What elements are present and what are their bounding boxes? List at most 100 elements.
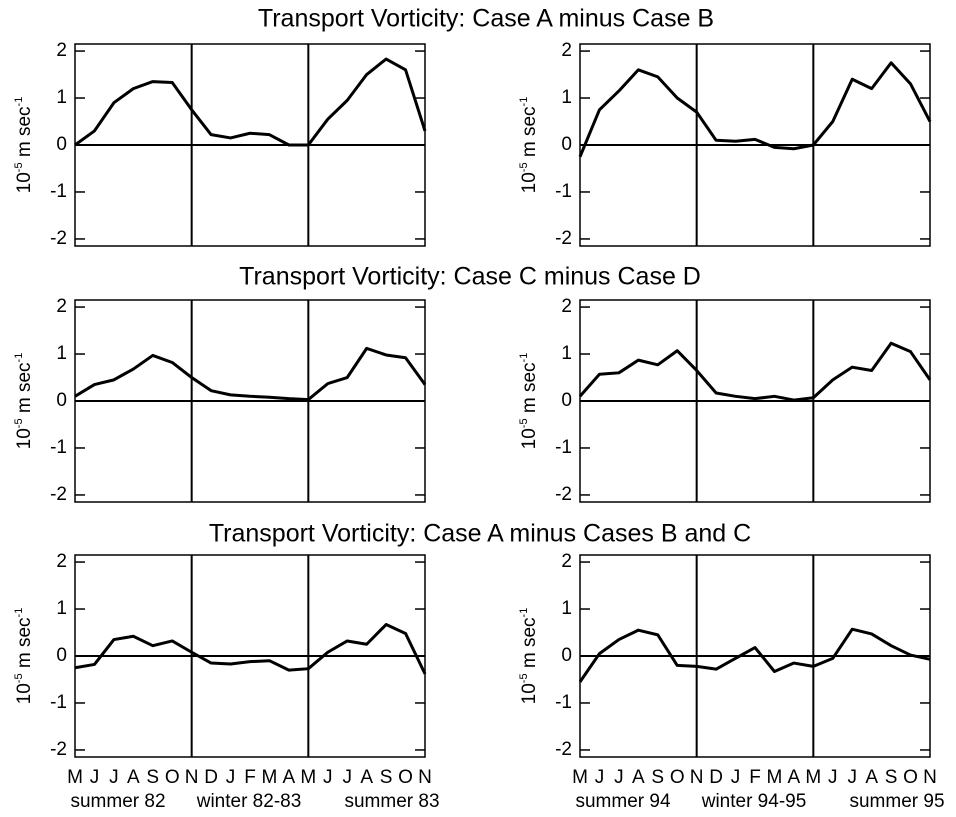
y-tick-label: 0 bbox=[561, 390, 572, 411]
x-tick-label: A bbox=[360, 767, 373, 788]
y-axis-label-part: 10 bbox=[14, 683, 35, 704]
x-tick-label: D bbox=[709, 767, 723, 788]
y-tick-label: -2 bbox=[50, 739, 67, 760]
y-axis-label-part: 10 bbox=[519, 683, 540, 704]
x-tick-label: D bbox=[204, 767, 218, 788]
y-tick-label: 2 bbox=[561, 40, 572, 61]
x-tick-label: J bbox=[731, 767, 741, 788]
x-tick-label: N bbox=[923, 767, 937, 788]
x-tick-label: A bbox=[632, 767, 645, 788]
row-title: Transport Vorticity: Case A minus Case B bbox=[258, 5, 714, 33]
x-tick-label: J bbox=[595, 767, 605, 788]
x-tick-label: S bbox=[651, 767, 664, 788]
y-tick-label: -2 bbox=[555, 739, 572, 760]
y-axis-label-part: -1 bbox=[518, 97, 530, 107]
y-tick-label: -1 bbox=[50, 437, 67, 458]
x-tick-label: M bbox=[300, 767, 316, 788]
y-tick-label: 1 bbox=[561, 87, 572, 108]
y-tick-label: 0 bbox=[56, 134, 67, 155]
x-tick-label: J bbox=[828, 767, 838, 788]
x-tick-label: F bbox=[244, 767, 256, 788]
data-line bbox=[74, 346, 427, 402]
x-tick-label: O bbox=[670, 767, 685, 788]
y-tick-label: 2 bbox=[561, 551, 572, 572]
y-tick-label: 2 bbox=[56, 551, 67, 572]
y-tick-label: 1 bbox=[56, 343, 67, 364]
y-tick-label: -2 bbox=[50, 484, 67, 505]
x-tick-label: M bbox=[67, 767, 83, 788]
x-tick-label: A bbox=[127, 767, 140, 788]
y-tick-label: -1 bbox=[50, 181, 67, 202]
x-tick-label: J bbox=[614, 767, 624, 788]
y-tick-label: -2 bbox=[555, 228, 572, 249]
y-tick-label: -2 bbox=[50, 228, 67, 249]
y-tick-label: 1 bbox=[561, 598, 572, 619]
y-axis-label-part: -1 bbox=[13, 608, 25, 618]
y-axis-label-part: 10 bbox=[14, 172, 35, 193]
y-axis-label-part: -1 bbox=[518, 353, 530, 363]
y-tick-label: -1 bbox=[555, 437, 572, 458]
y-tick-label: 0 bbox=[561, 645, 572, 666]
x-tick-label: J bbox=[847, 767, 857, 788]
y-axis-label-part: -1 bbox=[518, 608, 530, 618]
y-axis-label-part: -5 bbox=[518, 162, 530, 172]
x-tick-label: S bbox=[380, 767, 393, 788]
period-label: summer 83 bbox=[344, 791, 439, 812]
x-tick-label: S bbox=[885, 767, 898, 788]
y-tick-label: 1 bbox=[56, 87, 67, 108]
period-label: summer 82 bbox=[70, 791, 165, 812]
data-line bbox=[74, 623, 427, 675]
data-line bbox=[578, 61, 932, 158]
y-tick-label: 0 bbox=[561, 134, 572, 155]
y-tick-label: 0 bbox=[56, 390, 67, 411]
y-axis-label-part: m sec bbox=[14, 362, 35, 418]
y-axis-label-part: m sec bbox=[519, 106, 540, 162]
x-tick-label: N bbox=[418, 767, 432, 788]
y-axis-label: 10-5 m sec-1 bbox=[518, 608, 540, 705]
y-axis-label-part: -1 bbox=[13, 97, 25, 107]
x-tick-label: O bbox=[165, 767, 180, 788]
y-axis-label-part: -5 bbox=[518, 673, 530, 683]
y-axis-label-part: m sec bbox=[519, 362, 540, 418]
y-axis-label: 10-5 m sec-1 bbox=[13, 608, 35, 705]
x-tick-label: O bbox=[903, 767, 918, 788]
x-tick-label: N bbox=[185, 767, 199, 788]
x-tick-label: M bbox=[805, 767, 821, 788]
y-axis-label-part: -1 bbox=[13, 353, 25, 363]
y-tick-label: -1 bbox=[555, 692, 572, 713]
y-tick-label: -1 bbox=[50, 692, 67, 713]
row-title: Transport Vorticity: Case C minus Case D bbox=[239, 263, 701, 291]
y-axis-label-part: 10 bbox=[14, 428, 35, 449]
y-axis-label-part: 10 bbox=[519, 428, 540, 449]
y-tick-label: 1 bbox=[561, 343, 572, 364]
y-axis-label: 10-5 m sec-1 bbox=[518, 353, 540, 450]
y-axis-label-part: -5 bbox=[13, 673, 25, 683]
y-axis-label: 10-5 m sec-1 bbox=[13, 97, 35, 194]
x-tick-label: J bbox=[323, 767, 333, 788]
x-tick-label: M bbox=[572, 767, 588, 788]
y-tick-label: 2 bbox=[56, 40, 67, 61]
data-line bbox=[74, 57, 427, 147]
data-line bbox=[578, 627, 931, 683]
y-tick-label: 2 bbox=[56, 296, 67, 317]
y-tick-label: -1 bbox=[555, 181, 572, 202]
y-axis-label-part: -5 bbox=[518, 418, 530, 428]
y-axis-label-part: 10 bbox=[519, 172, 540, 193]
x-tick-label: F bbox=[749, 767, 761, 788]
x-tick-label: A bbox=[865, 767, 878, 788]
x-tick-label: M bbox=[767, 767, 783, 788]
x-tick-label: J bbox=[90, 767, 100, 788]
y-tick-label: 0 bbox=[56, 645, 67, 666]
y-axis-label-part: m sec bbox=[519, 617, 540, 673]
y-axis-label: 10-5 m sec-1 bbox=[13, 353, 35, 450]
period-label: winter 82-83 bbox=[196, 791, 302, 812]
x-tick-label: J bbox=[226, 767, 236, 788]
x-tick-label: O bbox=[398, 767, 413, 788]
x-tick-label: N bbox=[690, 767, 704, 788]
x-tick-label: A bbox=[283, 767, 296, 788]
x-tick-label: J bbox=[342, 767, 352, 788]
y-axis-label-part: -5 bbox=[13, 162, 25, 172]
x-tick-label: J bbox=[109, 767, 119, 788]
x-tick-label: M bbox=[262, 767, 278, 788]
